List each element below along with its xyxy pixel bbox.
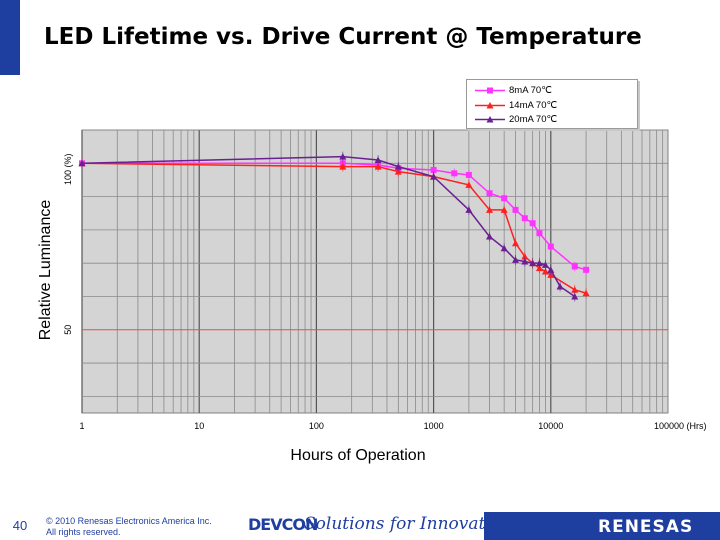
data-point xyxy=(512,206,519,213)
data-point xyxy=(486,190,493,197)
y-tick-label: 100 (%) xyxy=(63,154,73,186)
copyright-notice: © 2010 Renesas Electronics America Inc. … xyxy=(46,516,212,538)
legend-swatch-14ma xyxy=(475,102,505,109)
data-point xyxy=(339,163,347,170)
renesas-banner xyxy=(484,512,720,540)
data-point xyxy=(465,206,473,213)
x-tick-label: 10000 xyxy=(538,421,563,431)
y-axis-label: Relative Luminance xyxy=(37,200,54,341)
data-point xyxy=(571,286,579,293)
page-title: LED Lifetime vs. Drive Current @ Tempera… xyxy=(44,24,642,50)
legend-swatch-8ma xyxy=(475,87,505,94)
chart-canvas: 1 10 100 1000 10000 100000 (Hrs) 50 100 (%) Rel… xyxy=(37,129,707,464)
x-tick-label: 100 xyxy=(309,421,324,431)
legend-item-20ma: 20mA 70℃ xyxy=(473,113,633,126)
plot-area xyxy=(81,129,669,414)
data-point xyxy=(529,259,537,267)
x-tick-label: 10 xyxy=(194,421,204,431)
x-axis-label: Hours of Operation xyxy=(290,447,425,464)
data-point xyxy=(541,261,549,268)
data-point xyxy=(465,171,472,178)
data-point xyxy=(430,173,438,180)
data-point xyxy=(547,243,554,250)
data-point xyxy=(521,215,528,222)
legend-swatch-20ma xyxy=(475,116,505,123)
data-point xyxy=(501,195,508,202)
copyright-line-2: All rights reserved. xyxy=(46,527,121,537)
legend-label-14ma: 14mA 70℃ xyxy=(509,100,558,111)
data-point xyxy=(486,233,494,240)
devcon-logo: DEVCON xyxy=(248,515,318,534)
data-point xyxy=(521,253,529,260)
legend-item-8ma: 8mA 70℃ xyxy=(473,84,633,97)
data-point xyxy=(512,256,520,263)
chart-legend: 8mA 70℃ 14mA 70℃ 20mA 70℃ xyxy=(466,79,638,129)
data-point xyxy=(465,181,473,188)
data-point xyxy=(571,263,578,270)
accent-bar xyxy=(0,0,20,75)
data-point xyxy=(451,170,458,177)
data-point xyxy=(536,230,543,237)
copyright-line-1: © 2010 Renesas Electronics America Inc. xyxy=(46,516,212,526)
data-point xyxy=(535,259,543,267)
data-point xyxy=(541,268,549,275)
data-point xyxy=(394,163,402,170)
data-point xyxy=(500,206,508,213)
data-point xyxy=(571,292,579,300)
x-tick-label: 1000 xyxy=(424,421,444,431)
page-number: 40 xyxy=(12,518,28,533)
data-point xyxy=(529,220,536,227)
legend-label-8ma: 8mA 70℃ xyxy=(509,85,552,96)
data-point xyxy=(547,266,555,273)
x-tick-label: 100000 (Hrs) xyxy=(654,421,707,431)
renesas-logo: RENESAS xyxy=(598,517,694,537)
data-point xyxy=(486,206,494,213)
data-point xyxy=(339,153,347,160)
data-point xyxy=(521,258,529,265)
legend-label-20ma: 20mA 70℃ xyxy=(509,114,558,125)
data-point xyxy=(583,266,590,273)
data-point xyxy=(78,159,86,167)
data-point xyxy=(512,239,520,247)
tagline: Solutions for Innovation xyxy=(304,514,512,534)
data-point xyxy=(374,156,382,163)
data-point xyxy=(500,244,508,252)
data-point xyxy=(374,163,382,170)
data-point xyxy=(556,282,564,290)
data-point xyxy=(582,289,590,297)
x-tick-label: 1 xyxy=(79,421,84,431)
data-point xyxy=(430,166,437,173)
series-2 xyxy=(78,151,579,302)
series-line xyxy=(82,162,587,271)
y-tick-label: 50 xyxy=(63,325,73,335)
legend-item-14ma: 14mA 70℃ xyxy=(473,99,633,112)
